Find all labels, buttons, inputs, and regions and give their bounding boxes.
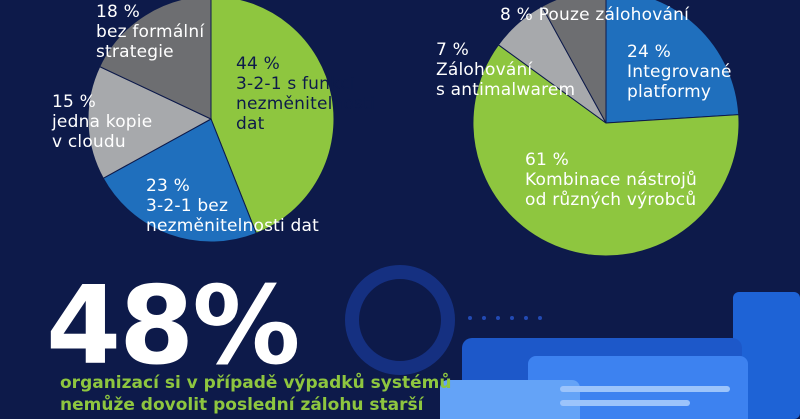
decorative-illustration (345, 265, 800, 419)
pie1-label-18: 18 % bez formální strategie (96, 2, 205, 62)
pie2-label-24: 24 % Integrované platformy (627, 42, 732, 102)
pie2-slice-61 (472, 44, 740, 257)
decor-line-2 (560, 400, 690, 406)
pie1-slice-44 (210, 0, 335, 235)
pie2-label-61: 61 % Kombinace nástrojů od různých výrob… (525, 150, 698, 210)
pie1-label-44: 44 % 3-2-1 s funkcí nezměnitelnosti dat (236, 54, 375, 134)
decor-panel (733, 292, 800, 419)
decor-folder-tab (440, 380, 580, 419)
pie-chart-tools (472, 0, 740, 257)
pie2-label-7: 7 % Zálohování s antimalwarem (436, 40, 576, 100)
decor-line-1 (560, 386, 730, 392)
decor-dots (468, 316, 542, 320)
pie1-slice-23 (102, 118, 257, 243)
pie1-label-15: 15 % jedna kopie v cloudu (52, 92, 153, 152)
pie1-slice-15 (87, 65, 213, 179)
pie2-slice-8 (541, 0, 607, 124)
headline-caption: organizací si v případě výpadků systémů … (60, 373, 452, 415)
pie1-label-23: 23 % 3-2-1 bez nezměnitelnosti dat (146, 176, 320, 236)
headline-stat: 48% (46, 264, 301, 389)
pie2-slice-24 (605, 0, 740, 124)
pie2-label-8: 8 % Pouze zálohování (500, 5, 689, 25)
decor-ring (345, 265, 455, 375)
pie1-slice-18 (99, 0, 212, 120)
pie-chart-backup-strategy (87, 0, 335, 243)
